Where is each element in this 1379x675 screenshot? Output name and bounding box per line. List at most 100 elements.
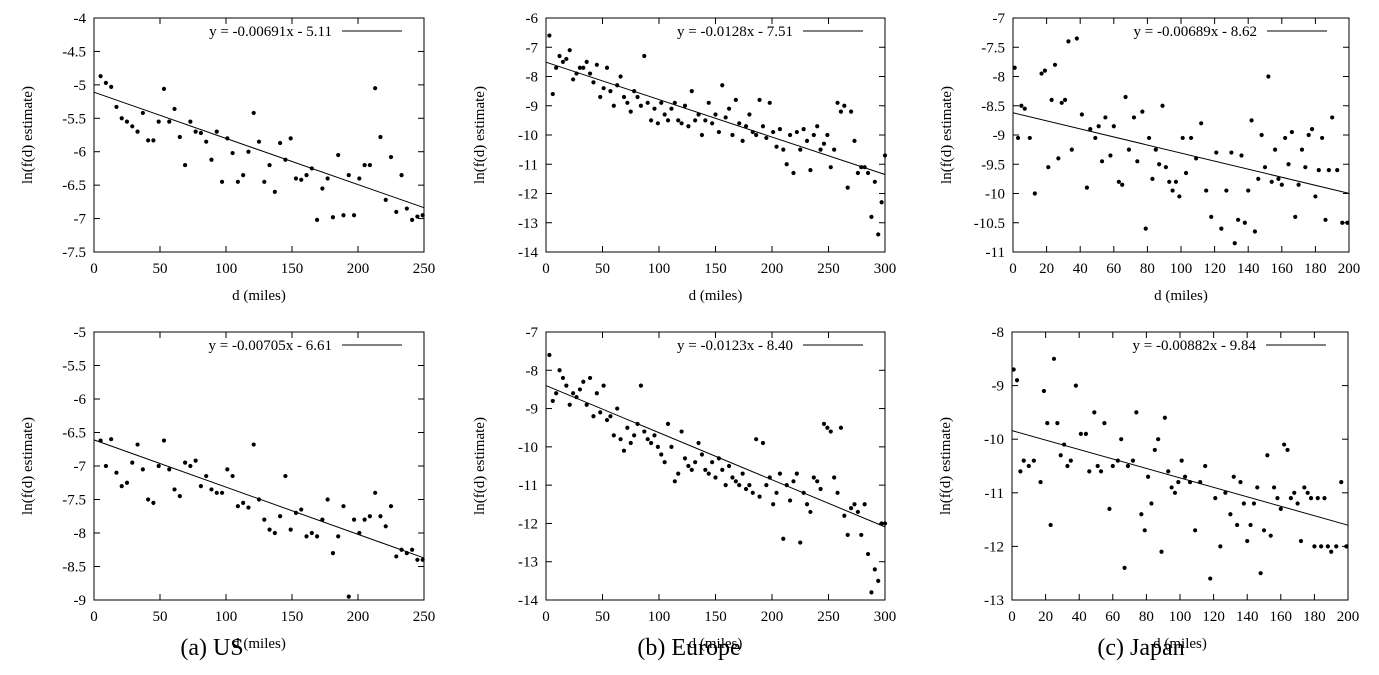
data-point [388, 154, 394, 160]
x-tick-label: 150 [281, 609, 304, 625]
data-point [1209, 214, 1214, 219]
data-point [574, 394, 579, 400]
data-point [325, 176, 330, 181]
data-point [214, 129, 219, 134]
data-point [330, 551, 336, 556]
data-point [1096, 124, 1101, 129]
plot-frame [93, 331, 425, 601]
x-tick-label: 200 [347, 261, 370, 277]
y-tick-label: -10.5 [974, 216, 1005, 232]
data-point [1176, 479, 1181, 485]
data-point [1249, 118, 1254, 123]
data-point [855, 170, 860, 176]
data-point [182, 162, 188, 168]
data-point [591, 80, 596, 85]
data-point [1199, 121, 1204, 126]
data-point [1203, 463, 1208, 469]
data-point [1288, 496, 1293, 501]
y-tick-label: -5 [74, 78, 87, 94]
data-point [1163, 165, 1168, 170]
x-axis-label: d (miles) [689, 636, 743, 652]
data-point [351, 517, 357, 522]
data-point [1319, 544, 1324, 549]
legend-label: y = -0.0123x - 8.40 [677, 338, 793, 354]
data-point [1123, 94, 1128, 100]
data-point [399, 547, 404, 552]
data-point [740, 471, 745, 476]
data-point [341, 213, 346, 218]
y-tick-label: -13 [984, 593, 1004, 609]
data-point [357, 176, 362, 181]
y-tick-label: -6.5 [62, 178, 86, 194]
data-point [1180, 135, 1185, 141]
chart-us-top: 0 50 100 150 200 250 -7.5 -7 -6.5 -6 -5.5 -5 -4.5 -4 d… [20, 11, 435, 304]
data-point [1026, 463, 1031, 469]
data-point [811, 132, 816, 138]
data-point [862, 165, 867, 170]
data-point [1258, 571, 1263, 576]
y-tick-label: -7 [526, 40, 539, 56]
data-point [1219, 226, 1224, 231]
legend-label: y = -0.00882x - 9.84 [1133, 338, 1257, 354]
fit-line [1012, 112, 1350, 194]
caption-us: (a) US [180, 635, 244, 661]
data-point [832, 147, 837, 152]
data-point [733, 479, 738, 484]
data-point [1295, 501, 1300, 506]
y-tick-label: -7.5 [62, 493, 86, 509]
data-point [1236, 217, 1241, 222]
data-point [1255, 485, 1260, 490]
data-point [703, 118, 708, 123]
data-point [1022, 106, 1027, 111]
data-point [146, 497, 151, 502]
data-point [642, 429, 647, 434]
data-point [1325, 544, 1330, 549]
data-point [1027, 135, 1032, 141]
data-point [230, 150, 235, 156]
data-point [621, 448, 627, 453]
x-tick-label: 120 [1202, 609, 1225, 625]
data-point [1055, 421, 1060, 426]
data-point [689, 89, 694, 94]
data-point [726, 106, 732, 111]
x-tick-label: 300 [874, 609, 897, 625]
data-point [1279, 182, 1284, 187]
data-point [859, 165, 864, 170]
data-point [571, 391, 576, 396]
data-point [849, 109, 854, 114]
data-point [1286, 162, 1291, 167]
data-point [726, 463, 732, 469]
data-point [146, 138, 151, 143]
data-point [1213, 496, 1218, 501]
data-point [124, 119, 130, 124]
data-point [665, 118, 671, 123]
y-tick-label: -9 [74, 593, 87, 609]
data-point [659, 100, 664, 105]
data-point [351, 213, 357, 218]
data-point [655, 121, 660, 126]
plot-frame [1011, 331, 1349, 601]
data-point [662, 112, 667, 117]
legend-label: y = -0.00689x - 8.62 [1134, 24, 1257, 40]
x-axis-label: d (miles) [232, 288, 286, 304]
y-tick-label: -11 [519, 157, 538, 173]
data-point [818, 486, 823, 492]
x-tick-label: 100 [215, 609, 238, 625]
data-point [804, 502, 810, 507]
data-point [135, 442, 140, 447]
data-point [1313, 194, 1318, 199]
data-point [615, 406, 620, 411]
data-point [655, 444, 660, 449]
data-point [383, 197, 388, 202]
data-point [251, 110, 256, 116]
data-point [638, 383, 644, 388]
y-tick-label: -14 [518, 245, 538, 261]
data-point [1330, 115, 1335, 120]
data-point [821, 421, 827, 426]
data-point [1078, 431, 1083, 436]
data-point [845, 532, 850, 538]
data-point [388, 504, 394, 509]
data-point [130, 124, 135, 129]
data-point [1312, 544, 1317, 549]
data-point [378, 514, 383, 519]
